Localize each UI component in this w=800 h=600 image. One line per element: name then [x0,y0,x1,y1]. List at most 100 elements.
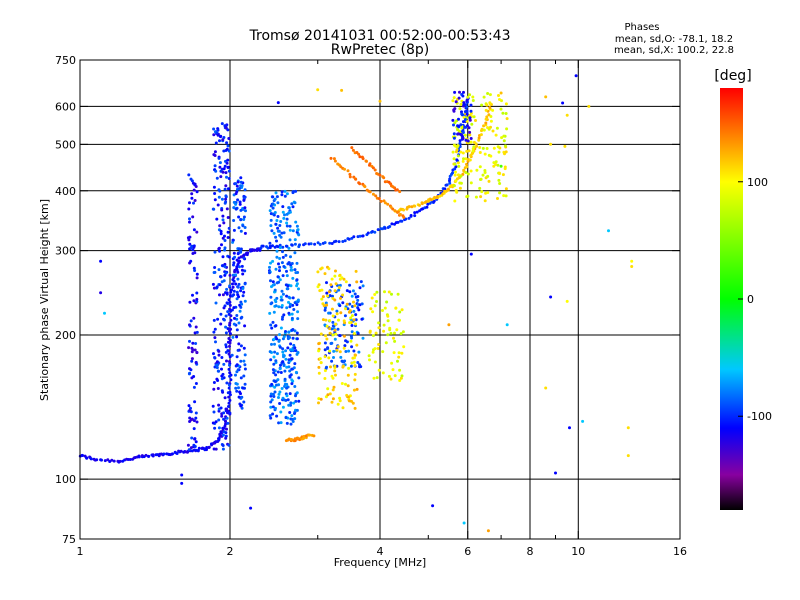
data-point [274,267,278,271]
data-point [249,506,253,510]
data-point [269,295,273,299]
data-point [462,157,465,161]
data-point [275,219,279,222]
data-point [213,154,217,157]
colorbar-tick-label: -100 [747,410,772,423]
data-point [235,355,239,359]
grid-lines [80,60,680,539]
data-point [344,307,347,311]
data-point [228,307,232,311]
data-point [188,420,192,423]
data-point [330,327,334,331]
data-point [461,131,465,134]
data-point [229,378,233,382]
data-point [413,211,417,215]
data-point [486,191,490,195]
data-point [223,234,226,238]
data-point [194,325,198,329]
data-point [242,256,246,260]
data-point [233,316,236,320]
data-point [496,163,500,167]
data-point [363,185,367,189]
data-point [398,379,402,382]
data-point [194,416,198,420]
data-point [447,323,451,327]
data-point [376,228,380,232]
data-point [191,348,195,352]
data-point [192,299,196,303]
data-point [290,382,294,386]
y-tick-label: 600 [55,100,76,113]
data-point [318,357,322,361]
data-point [231,285,235,289]
data-point [456,161,460,165]
y-tick-label: 300 [55,245,76,258]
data-point [501,111,505,115]
data-point [188,242,192,246]
data-point [474,119,477,122]
data-point [217,438,221,442]
data-point [278,402,282,405]
data-point [353,292,357,296]
data-point [243,363,247,367]
data-point [376,347,380,350]
data-point [226,340,230,344]
data-point [285,386,289,390]
data-point [189,246,193,250]
data-point [280,289,284,293]
data-point [436,195,439,199]
data-point [223,187,227,191]
data-point [95,458,99,462]
data-point [213,192,217,195]
data-point [225,287,229,291]
data-point [327,290,331,294]
data-point [293,268,297,272]
data-point [400,351,404,355]
data-point [284,357,288,361]
data-point [137,455,141,459]
data-point [192,244,196,248]
data-point [492,161,496,165]
x-tick-label: 6 [464,545,471,558]
data-point [358,155,362,159]
data-point [544,95,548,99]
data-point [344,280,348,284]
data-point [487,179,491,183]
data-point [282,335,286,339]
data-point [475,168,479,172]
data-point [323,348,327,352]
data-point [347,349,351,353]
data-point [453,121,457,125]
data-point [480,190,484,194]
data-point [276,201,280,205]
data-point [342,346,346,350]
data-point [243,206,247,210]
data-point [479,178,482,181]
data-point [239,176,243,180]
data-point [332,157,336,161]
data-point [151,454,155,458]
data-point [373,304,377,308]
data-point [291,205,295,209]
data-point [291,336,295,340]
data-point [488,93,492,97]
data-point [452,184,456,188]
data-point [193,251,197,255]
data-point [241,272,245,276]
data-point [243,382,247,386]
data-point [187,404,191,408]
data-point [502,139,506,143]
data-point [454,100,458,104]
data-point [483,199,487,203]
data-point [233,255,237,259]
data-point [296,310,300,314]
data-point [331,324,335,328]
data-point [287,311,291,315]
data-point [226,236,230,239]
data-point [346,384,350,388]
data-point [211,282,215,286]
data-point [227,298,231,302]
data-point [230,288,234,292]
data-point [373,347,377,351]
data-point [243,188,247,192]
